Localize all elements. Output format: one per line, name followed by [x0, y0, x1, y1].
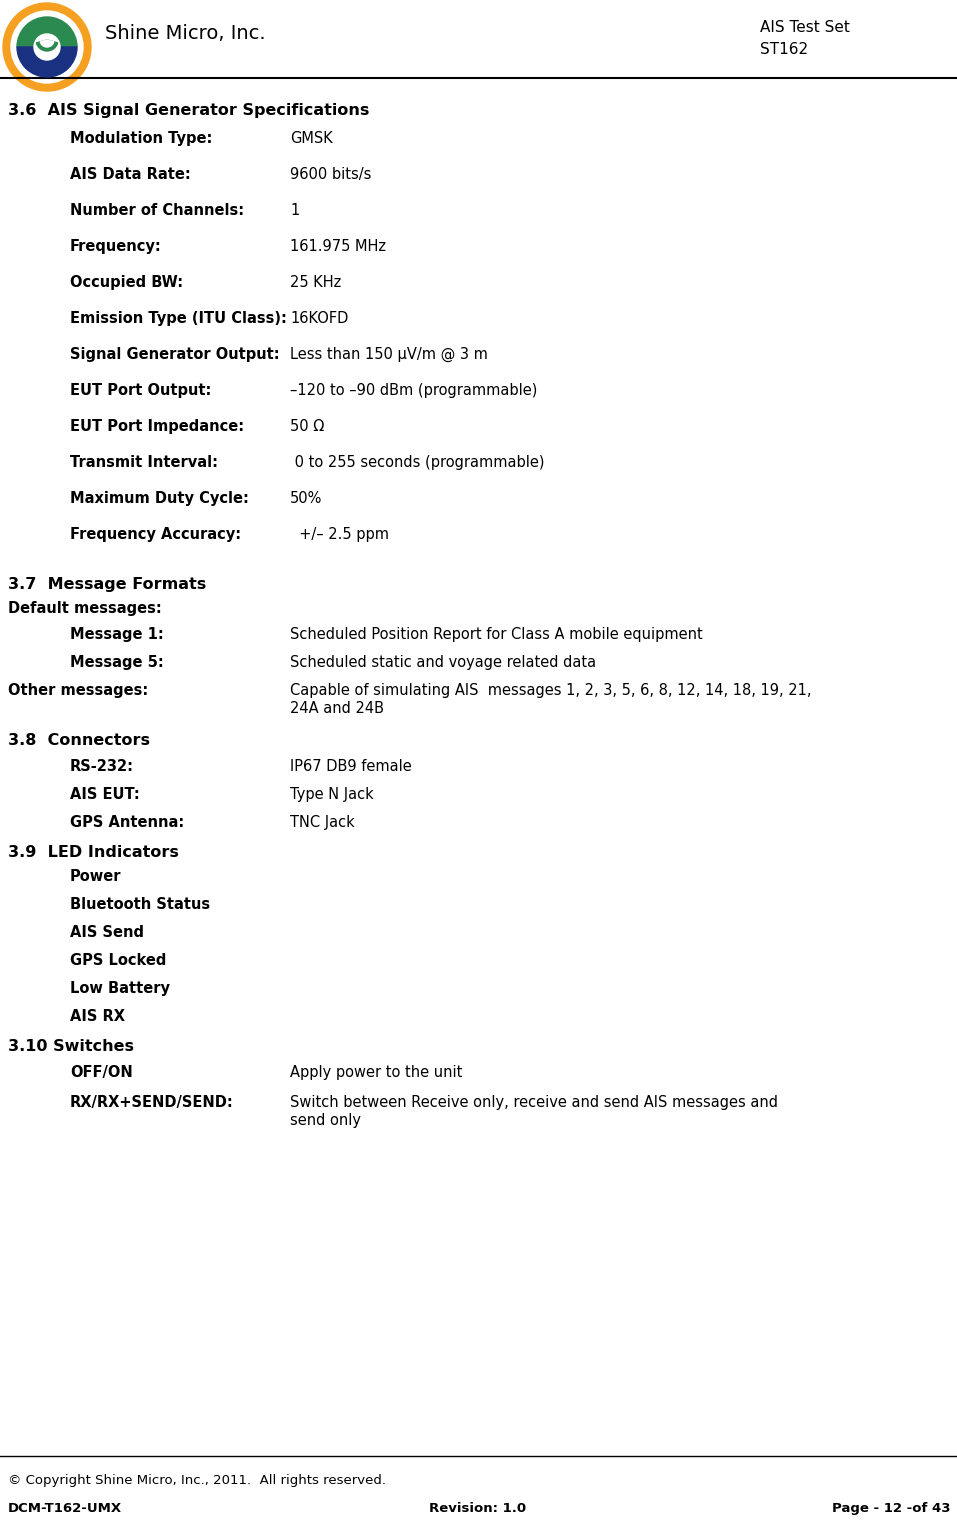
- Text: Signal Generator Output:: Signal Generator Output:: [70, 347, 279, 363]
- Text: 24A and 24B: 24A and 24B: [290, 701, 384, 716]
- Text: Capable of simulating AIS  messages 1, 2, 3, 5, 6, 8, 12, 14, 18, 19, 21,: Capable of simulating AIS messages 1, 2,…: [290, 683, 812, 698]
- Text: Occupied BW:: Occupied BW:: [70, 274, 183, 290]
- Text: send only: send only: [290, 1113, 361, 1128]
- Text: Switch between Receive only, receive and send AIS messages and: Switch between Receive only, receive and…: [290, 1096, 778, 1109]
- Text: Power: Power: [70, 869, 122, 884]
- Text: 3.7  Message Formats: 3.7 Message Formats: [8, 578, 207, 591]
- Text: 50 Ω: 50 Ω: [290, 419, 324, 434]
- Text: AIS Test Set: AIS Test Set: [760, 20, 850, 35]
- Text: AIS Data Rate:: AIS Data Rate:: [70, 168, 190, 181]
- Text: AIS Send: AIS Send: [70, 925, 144, 940]
- Text: Scheduled static and voyage related data: Scheduled static and voyage related data: [290, 655, 596, 671]
- Text: Message 5:: Message 5:: [70, 655, 164, 671]
- Text: Bluetooth Status: Bluetooth Status: [70, 898, 211, 911]
- Text: 50%: 50%: [290, 491, 323, 506]
- Wedge shape: [17, 47, 77, 78]
- Text: 3.6  AIS Signal Generator Specifications: 3.6 AIS Signal Generator Specifications: [8, 104, 369, 117]
- Text: 3.8  Connectors: 3.8 Connectors: [8, 733, 150, 748]
- Text: 3.10 Switches: 3.10 Switches: [8, 1039, 134, 1055]
- Circle shape: [34, 34, 60, 59]
- Text: GMSK: GMSK: [290, 131, 333, 146]
- Text: IP67 DB9 female: IP67 DB9 female: [290, 759, 412, 774]
- Wedge shape: [17, 17, 77, 47]
- Wedge shape: [36, 40, 57, 50]
- Text: DCM-T162-UMX: DCM-T162-UMX: [8, 1503, 122, 1515]
- Text: Shine Micro, Inc.: Shine Micro, Inc.: [105, 24, 266, 43]
- Text: 16KOFD: 16KOFD: [290, 311, 348, 326]
- Text: 161.975 MHz: 161.975 MHz: [290, 239, 386, 255]
- Text: RS-232:: RS-232:: [70, 759, 134, 774]
- Text: 9600 bits/s: 9600 bits/s: [290, 168, 371, 181]
- Text: GPS Antenna:: GPS Antenna:: [70, 815, 185, 831]
- Text: 1: 1: [290, 203, 300, 218]
- Text: Less than 150 μV/m @ 3 m: Less than 150 μV/m @ 3 m: [290, 347, 488, 363]
- Text: Modulation Type:: Modulation Type:: [70, 131, 212, 146]
- Text: Other messages:: Other messages:: [8, 683, 148, 698]
- Text: EUT Port Impedance:: EUT Port Impedance:: [70, 419, 244, 434]
- Text: Message 1:: Message 1:: [70, 626, 164, 642]
- Text: Low Battery: Low Battery: [70, 981, 170, 997]
- Text: 25 KHz: 25 KHz: [290, 274, 342, 290]
- Text: ST162: ST162: [760, 43, 808, 56]
- Text: OFF/ON: OFF/ON: [70, 1065, 133, 1081]
- Circle shape: [11, 11, 83, 82]
- Text: GPS Locked: GPS Locked: [70, 952, 167, 968]
- Text: –120 to –90 dBm (programmable): –120 to –90 dBm (programmable): [290, 383, 538, 398]
- Text: Transmit Interval:: Transmit Interval:: [70, 456, 218, 469]
- Text: Emission Type (ITU Class):: Emission Type (ITU Class):: [70, 311, 287, 326]
- Text: Number of Channels:: Number of Channels:: [70, 203, 244, 218]
- Text: RX/RX+SEND/SEND:: RX/RX+SEND/SEND:: [70, 1096, 234, 1109]
- Text: TNC Jack: TNC Jack: [290, 815, 355, 831]
- Text: Type N Jack: Type N Jack: [290, 786, 374, 802]
- Text: Frequency Accuracy:: Frequency Accuracy:: [70, 527, 241, 543]
- Text: Scheduled Position Report for Class A mobile equipment: Scheduled Position Report for Class A mo…: [290, 626, 702, 642]
- Text: Apply power to the unit: Apply power to the unit: [290, 1065, 462, 1081]
- Text: AIS RX: AIS RX: [70, 1009, 125, 1024]
- Text: Maximum Duty Cycle:: Maximum Duty Cycle:: [70, 491, 249, 506]
- Text: Page - 12 -of 43: Page - 12 -of 43: [832, 1503, 950, 1515]
- Text: +/– 2.5 ppm: +/– 2.5 ppm: [290, 527, 389, 543]
- Wedge shape: [40, 40, 54, 47]
- Text: © Copyright Shine Micro, Inc., 2011.  All rights reserved.: © Copyright Shine Micro, Inc., 2011. All…: [8, 1474, 386, 1487]
- Text: AIS EUT:: AIS EUT:: [70, 786, 140, 802]
- Text: 3.9  LED Indicators: 3.9 LED Indicators: [8, 844, 179, 860]
- Circle shape: [3, 3, 91, 91]
- Text: 0 to 255 seconds (programmable): 0 to 255 seconds (programmable): [290, 456, 545, 469]
- Text: Revision: 1.0: Revision: 1.0: [430, 1503, 526, 1515]
- Text: EUT Port Output:: EUT Port Output:: [70, 383, 211, 398]
- Text: Default messages:: Default messages:: [8, 600, 162, 616]
- Text: Frequency:: Frequency:: [70, 239, 162, 255]
